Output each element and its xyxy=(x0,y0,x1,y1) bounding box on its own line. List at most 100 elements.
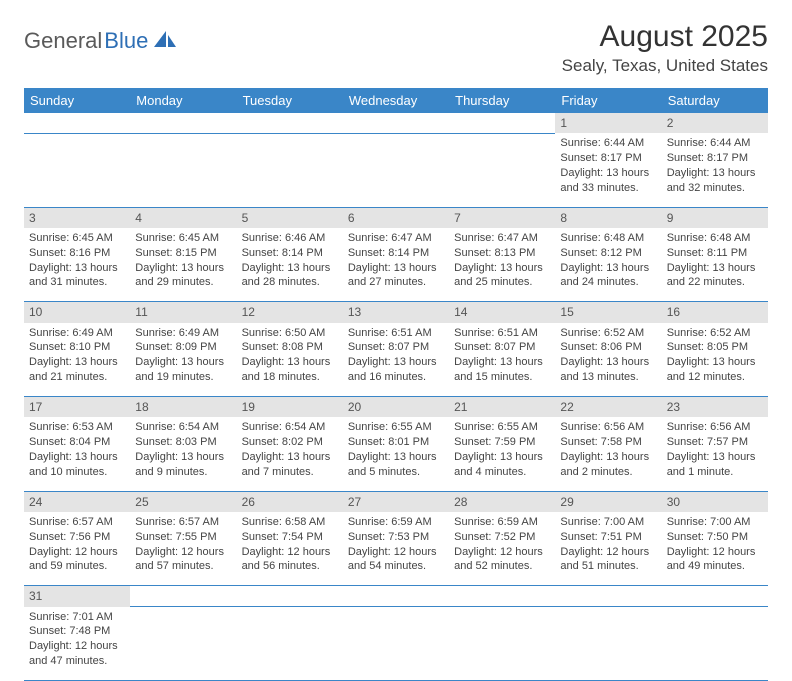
calendar-body: 12Sunrise: 6:44 AMSunset: 8:17 PMDayligh… xyxy=(24,113,768,681)
sunset-text: Sunset: 7:51 PM xyxy=(560,530,656,545)
day2-text: and 10 minutes. xyxy=(29,465,125,480)
day1-text: Daylight: 13 hours xyxy=(29,355,125,370)
day2-text: and 25 minutes. xyxy=(454,275,550,290)
day-number: 11 xyxy=(130,302,236,323)
logo-text-general: General xyxy=(24,28,102,54)
day-content-row: Sunrise: 6:45 AMSunset: 8:16 PMDaylight:… xyxy=(24,228,768,302)
sunset-text: Sunset: 8:09 PM xyxy=(135,340,231,355)
day-cell: Sunrise: 6:57 AMSunset: 7:56 PMDaylight:… xyxy=(24,512,130,586)
day-content-row: Sunrise: 6:57 AMSunset: 7:56 PMDaylight:… xyxy=(24,512,768,586)
day-number xyxy=(449,113,555,133)
day2-text: and 28 minutes. xyxy=(242,275,338,290)
day-number: 5 xyxy=(237,207,343,228)
sunset-text: Sunset: 8:12 PM xyxy=(560,246,656,261)
day-number xyxy=(237,113,343,133)
day1-text: Daylight: 13 hours xyxy=(560,166,656,181)
day1-text: Daylight: 13 hours xyxy=(454,355,550,370)
sunset-text: Sunset: 7:59 PM xyxy=(454,435,550,450)
sunrise-text: Sunrise: 6:58 AM xyxy=(242,515,338,530)
weekday-header: Saturday xyxy=(662,88,768,113)
sunset-text: Sunset: 7:50 PM xyxy=(667,530,763,545)
sunrise-text: Sunrise: 6:45 AM xyxy=(29,231,125,246)
sunset-text: Sunset: 8:06 PM xyxy=(560,340,656,355)
day1-text: Daylight: 13 hours xyxy=(135,261,231,276)
day-number: 14 xyxy=(449,302,555,323)
day-number: 9 xyxy=(662,207,768,228)
day2-text: and 57 minutes. xyxy=(135,559,231,574)
day2-text: and 5 minutes. xyxy=(348,465,444,480)
day-number-row: 3456789 xyxy=(24,207,768,228)
day-number: 18 xyxy=(130,397,236,418)
day2-text: and 7 minutes. xyxy=(242,465,338,480)
sunset-text: Sunset: 7:52 PM xyxy=(454,530,550,545)
logo: General Blue xyxy=(24,28,178,54)
day-cell: Sunrise: 6:52 AMSunset: 8:05 PMDaylight:… xyxy=(662,323,768,397)
day1-text: Daylight: 13 hours xyxy=(29,450,125,465)
day-number: 8 xyxy=(555,207,661,228)
day-number: 23 xyxy=(662,397,768,418)
day-cell: Sunrise: 6:57 AMSunset: 7:55 PMDaylight:… xyxy=(130,512,236,586)
sunrise-text: Sunrise: 6:59 AM xyxy=(348,515,444,530)
sunset-text: Sunset: 7:54 PM xyxy=(242,530,338,545)
day-number-row: 31 xyxy=(24,586,768,607)
day-number xyxy=(237,586,343,607)
day2-text: and 47 minutes. xyxy=(29,654,125,669)
sunrise-text: Sunrise: 6:50 AM xyxy=(242,326,338,341)
day2-text: and 12 minutes. xyxy=(667,370,763,385)
day1-text: Daylight: 13 hours xyxy=(667,261,763,276)
day-cell xyxy=(24,133,130,207)
sunrise-text: Sunrise: 6:51 AM xyxy=(454,326,550,341)
day-cell: Sunrise: 7:00 AMSunset: 7:51 PMDaylight:… xyxy=(555,512,661,586)
day1-text: Daylight: 13 hours xyxy=(242,261,338,276)
day-number xyxy=(555,586,661,607)
sunset-text: Sunset: 8:07 PM xyxy=(348,340,444,355)
day-cell xyxy=(662,607,768,681)
day-cell: Sunrise: 6:48 AMSunset: 8:12 PMDaylight:… xyxy=(555,228,661,302)
day-content-row: Sunrise: 7:01 AMSunset: 7:48 PMDaylight:… xyxy=(24,607,768,681)
day-cell: Sunrise: 6:45 AMSunset: 8:16 PMDaylight:… xyxy=(24,228,130,302)
sunrise-text: Sunrise: 6:45 AM xyxy=(135,231,231,246)
sunset-text: Sunset: 8:05 PM xyxy=(667,340,763,355)
day2-text: and 54 minutes. xyxy=(348,559,444,574)
sunset-text: Sunset: 8:13 PM xyxy=(454,246,550,261)
day2-text: and 29 minutes. xyxy=(135,275,231,290)
sunrise-text: Sunrise: 6:47 AM xyxy=(348,231,444,246)
day-cell: Sunrise: 6:54 AMSunset: 8:03 PMDaylight:… xyxy=(130,417,236,491)
day-number: 19 xyxy=(237,397,343,418)
sunset-text: Sunset: 7:57 PM xyxy=(667,435,763,450)
sunrise-text: Sunrise: 6:55 AM xyxy=(348,420,444,435)
day2-text: and 59 minutes. xyxy=(29,559,125,574)
day2-text: and 22 minutes. xyxy=(667,275,763,290)
day-cell: Sunrise: 6:55 AMSunset: 7:59 PMDaylight:… xyxy=(449,417,555,491)
day-number: 6 xyxy=(343,207,449,228)
day1-text: Daylight: 12 hours xyxy=(454,545,550,560)
weekday-header: Wednesday xyxy=(343,88,449,113)
day1-text: Daylight: 13 hours xyxy=(667,450,763,465)
sunrise-text: Sunrise: 6:48 AM xyxy=(560,231,656,246)
day-number-row: 17181920212223 xyxy=(24,397,768,418)
day-cell: Sunrise: 6:51 AMSunset: 8:07 PMDaylight:… xyxy=(449,323,555,397)
sunset-text: Sunset: 8:17 PM xyxy=(667,151,763,166)
day1-text: Daylight: 13 hours xyxy=(242,355,338,370)
day2-text: and 16 minutes. xyxy=(348,370,444,385)
sunset-text: Sunset: 8:07 PM xyxy=(454,340,550,355)
day1-text: Daylight: 13 hours xyxy=(348,355,444,370)
day2-text: and 31 minutes. xyxy=(29,275,125,290)
day-number: 1 xyxy=(555,113,661,133)
header: General Blue August 2025 Sealy, Texas, U… xyxy=(24,20,768,76)
sunrise-text: Sunrise: 6:44 AM xyxy=(560,136,656,151)
sunset-text: Sunset: 7:53 PM xyxy=(348,530,444,545)
day-number: 17 xyxy=(24,397,130,418)
day-cell: Sunrise: 6:45 AMSunset: 8:15 PMDaylight:… xyxy=(130,228,236,302)
day1-text: Daylight: 12 hours xyxy=(29,545,125,560)
day-cell: Sunrise: 6:44 AMSunset: 8:17 PMDaylight:… xyxy=(555,133,661,207)
day1-text: Daylight: 13 hours xyxy=(454,450,550,465)
day-number: 16 xyxy=(662,302,768,323)
day-number: 10 xyxy=(24,302,130,323)
day-number-row: 10111213141516 xyxy=(24,302,768,323)
sunrise-text: Sunrise: 6:57 AM xyxy=(29,515,125,530)
day1-text: Daylight: 13 hours xyxy=(135,450,231,465)
sunrise-text: Sunrise: 6:46 AM xyxy=(242,231,338,246)
day2-text: and 4 minutes. xyxy=(454,465,550,480)
day-number-row: 12 xyxy=(24,113,768,133)
